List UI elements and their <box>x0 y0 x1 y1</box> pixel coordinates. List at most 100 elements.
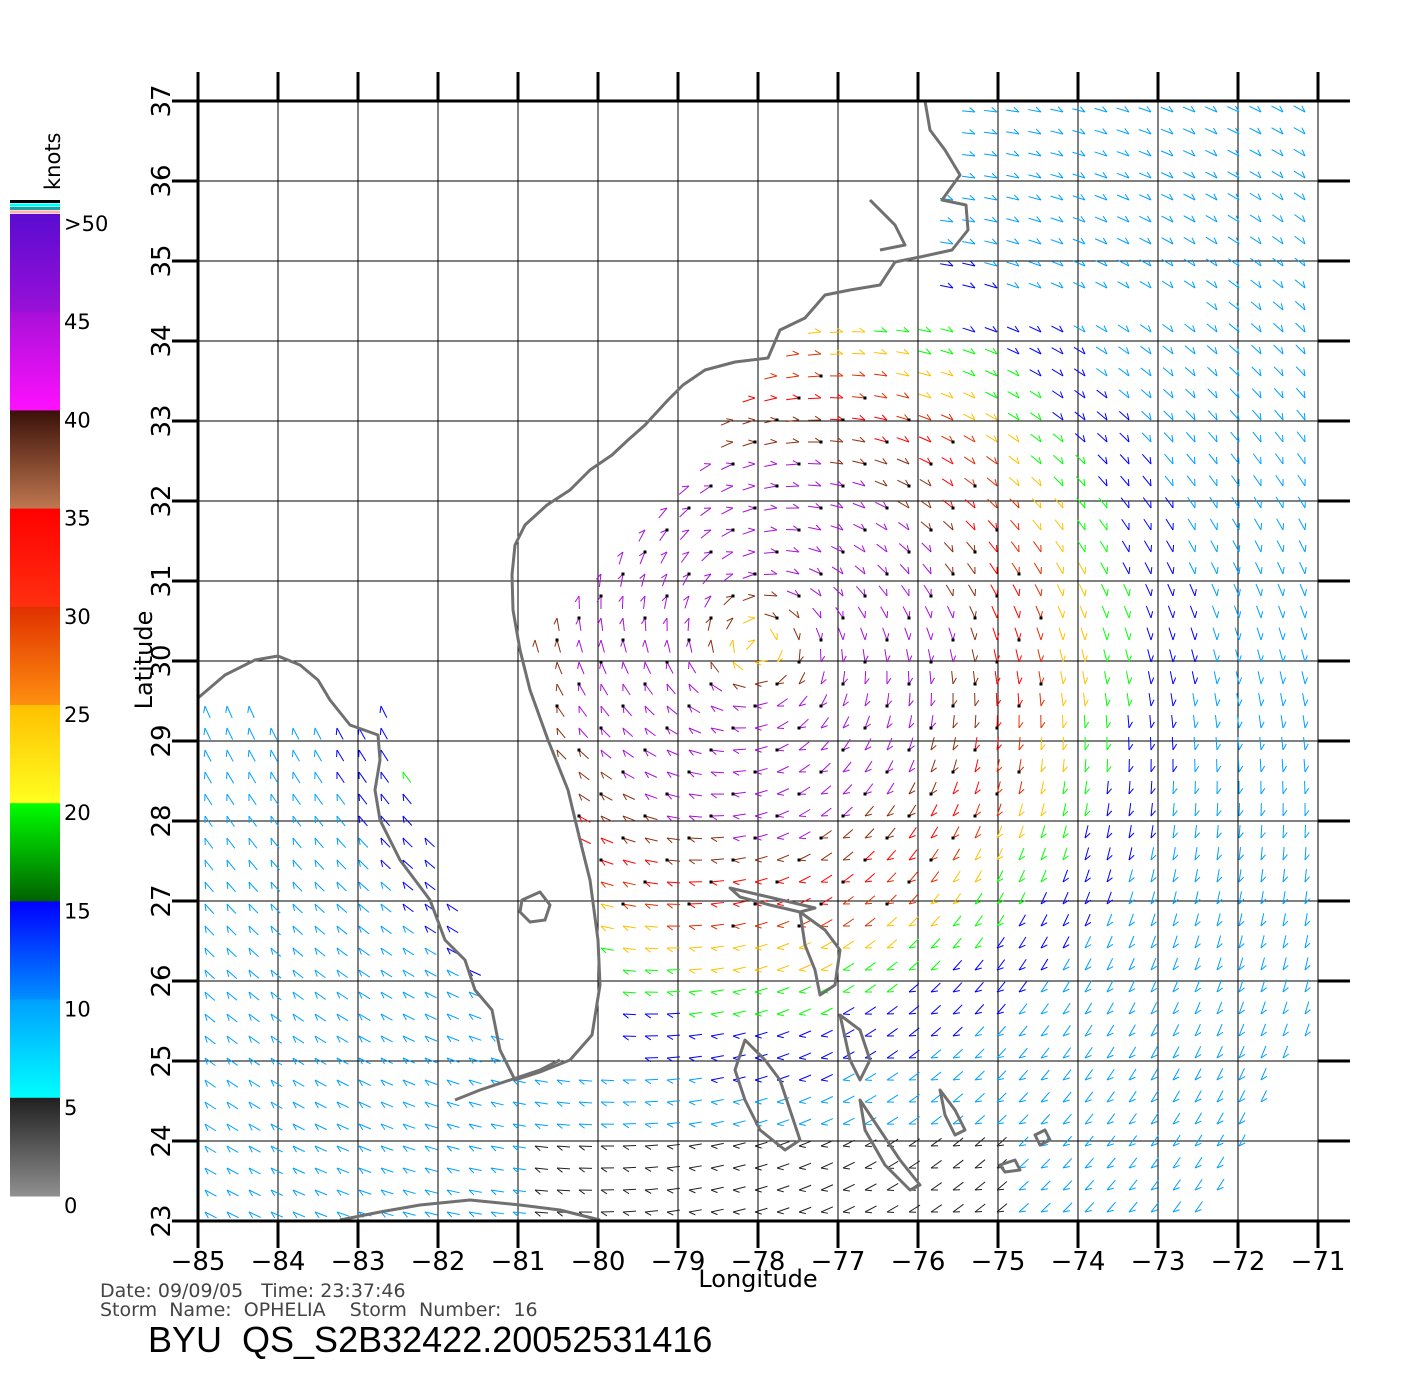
wind-vector <box>402 1211 416 1216</box>
wind-vector <box>1094 151 1108 157</box>
wind-vector <box>534 1167 548 1170</box>
wind-vector-barb <box>1103 281 1108 289</box>
wind-vector-barb <box>1172 921 1179 927</box>
wind-vector-barb <box>1150 854 1157 861</box>
colorbar-rain-flags <box>10 200 60 214</box>
colorbar-label: 0 <box>64 1194 77 1218</box>
wind-vector <box>556 617 560 631</box>
wind-vector <box>864 1205 877 1213</box>
wind-vector <box>808 505 822 509</box>
wind-vector-barb <box>970 391 976 399</box>
wind-vector <box>1210 540 1218 553</box>
wind-vector-barb <box>270 1035 275 1043</box>
wind-vector-barb <box>292 903 295 911</box>
wind-vector-barb <box>798 969 806 972</box>
wind-vector <box>292 1101 305 1109</box>
wind-vector <box>666 1209 680 1213</box>
wind-vector <box>1172 979 1179 993</box>
wind-vector-barb <box>270 1189 276 1197</box>
wind-vector-barb <box>248 969 252 977</box>
wind-vector-barb <box>270 1079 275 1087</box>
wind-vector-barb <box>1150 589 1153 597</box>
wind-vector-barb <box>1126 391 1130 399</box>
wind-vector <box>248 1079 261 1088</box>
wind-vector-barb <box>820 1101 828 1104</box>
colorbar-band <box>10 1097 60 1197</box>
wind-vector <box>864 1006 877 1015</box>
wind-vector <box>908 715 913 729</box>
rain-flag-dot <box>797 726 801 730</box>
wind-vector <box>1052 433 1064 443</box>
wind-vector-barb <box>358 1057 363 1065</box>
rain-flag-dot <box>819 902 823 906</box>
wind-vector-barb <box>1216 1031 1224 1037</box>
wind-vector-barb <box>710 1189 718 1194</box>
wind-vector <box>1160 172 1174 179</box>
wind-vector-barb <box>1040 855 1047 861</box>
wind-vector-barb <box>553 617 558 625</box>
wind-vector <box>660 551 668 564</box>
wind-vector-barb <box>358 815 361 824</box>
wind-vector <box>1168 627 1174 641</box>
wind-vector-barb <box>270 903 273 911</box>
wind-vector <box>1278 605 1284 619</box>
wind-vector <box>852 460 866 465</box>
wind-vector-barb <box>1194 1142 1202 1147</box>
wind-vector-barb <box>842 1123 851 1126</box>
wind-vector <box>1120 497 1130 509</box>
wind-vector-barb <box>292 991 296 999</box>
wind-vector <box>754 921 768 927</box>
wind-vector <box>952 1093 964 1103</box>
wind-vector-barb <box>908 946 916 949</box>
wind-vector-barb <box>226 1189 231 1197</box>
wind-vector <box>919 500 932 509</box>
wind-vector-barb <box>732 1145 740 1149</box>
wind-vector-barb <box>600 1145 608 1151</box>
wind-vector <box>908 1204 921 1213</box>
wind-vector <box>1227 127 1240 135</box>
wind-vector <box>940 241 954 245</box>
wind-vector-barb <box>688 947 696 952</box>
wind-vector-barb <box>726 440 734 443</box>
wind-vector <box>1194 1090 1202 1103</box>
wind-vector-barb <box>1304 611 1308 619</box>
wind-vector <box>1106 847 1111 861</box>
wind-vector-barb <box>1193 413 1196 421</box>
wind-vector <box>556 639 562 653</box>
wind-vector-barb <box>1235 215 1240 223</box>
wind-vector <box>996 1181 1008 1191</box>
wind-vector <box>402 925 415 934</box>
wind-vector <box>742 617 756 624</box>
wind-vector-barb <box>270 969 274 977</box>
wind-vector-barb <box>1194 921 1201 927</box>
wind-vector <box>314 903 325 914</box>
wind-vector <box>226 749 234 762</box>
wind-vector <box>754 746 768 751</box>
wind-vector-barb <box>291 749 294 758</box>
wind-vector-barb <box>380 1167 386 1174</box>
wind-vector <box>918 415 932 421</box>
lat-tick-label: 23 <box>147 1204 177 1237</box>
wind-vector-barb <box>864 678 870 685</box>
wind-vector <box>1205 236 1218 245</box>
wind-vector <box>1280 715 1284 729</box>
wind-vector-barb <box>336 1189 342 1197</box>
wind-vector-barb <box>930 1012 939 1015</box>
wind-vector <box>1216 802 1219 817</box>
wind-vector-barb <box>684 617 690 624</box>
wind-vector-barb <box>204 1101 209 1109</box>
wind-vector <box>1228 258 1240 267</box>
wind-vector-barb <box>292 1101 297 1109</box>
wind-vector-barb <box>770 394 778 399</box>
wind-vector <box>1169 649 1174 663</box>
wind-vector <box>1271 192 1284 201</box>
wind-vector-barb <box>1124 106 1130 113</box>
wind-vector-barb <box>798 1167 806 1171</box>
wind-vector <box>886 760 894 773</box>
wind-vector-barb <box>617 551 624 557</box>
wind-vector <box>358 1035 371 1043</box>
wind-vector-barb <box>358 1035 363 1043</box>
wind-vector-barb <box>792 372 800 377</box>
wind-vector <box>1206 301 1218 311</box>
wind-vector-barb <box>1018 878 1026 883</box>
